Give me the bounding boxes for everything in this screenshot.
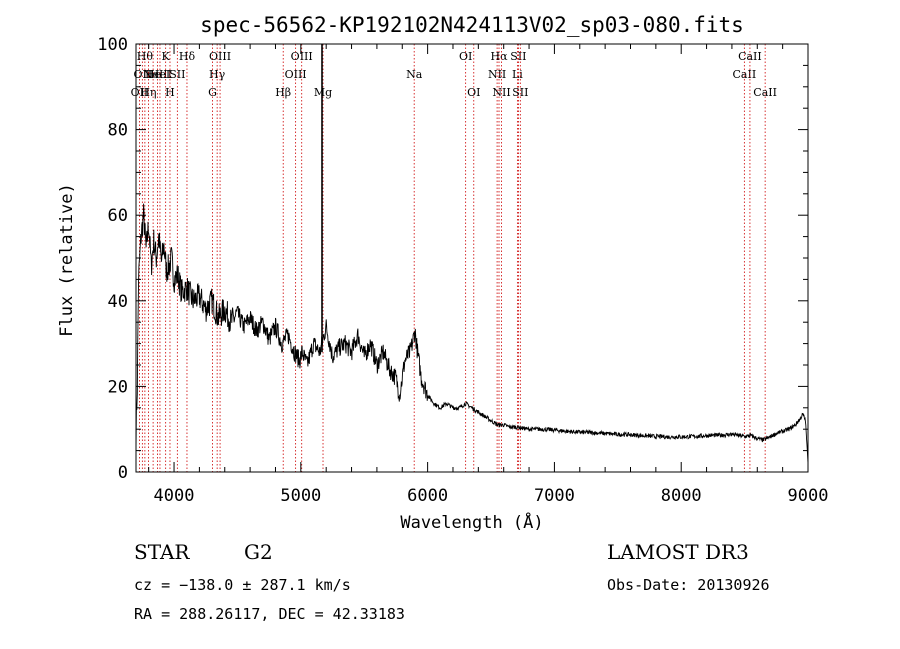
line-label-4: He: [145, 68, 161, 81]
line-label-19: OI: [459, 50, 472, 63]
line-label-22: Hα: [490, 50, 508, 63]
line-label-14: Hβ: [275, 86, 291, 99]
line-label-25: SII: [510, 50, 526, 63]
line-label-0: OII: [131, 86, 149, 99]
line-label-1: OII: [133, 68, 151, 81]
object-class: STAR: [134, 540, 190, 564]
line-label-17: Mg: [314, 86, 332, 99]
line-label-7: K: [162, 50, 171, 63]
line-label-21: NII: [488, 68, 506, 81]
survey-name: LAMOST DR3: [607, 540, 749, 564]
x-tick-label-3: 7000: [534, 486, 575, 506]
line-label-13: OIII: [209, 50, 231, 63]
line-label-26: SII: [512, 86, 528, 99]
line-label-27: CaII: [733, 68, 757, 81]
line-label-24: Li: [512, 68, 523, 81]
spectrum-series: [135, 203, 809, 464]
line-label-15: OIII: [285, 68, 307, 81]
x-tick-label-5: 9000: [788, 486, 829, 506]
redshift-cz: cz = −138.0 ± 287.1 km/s: [134, 576, 351, 594]
chart-title: spec-56562-KP192102N424113V02_sp03-080.f…: [200, 13, 744, 37]
spectrum-line: [135, 203, 809, 464]
line-label-10: Hδ: [179, 50, 196, 63]
line-label-28: CaII: [738, 50, 762, 63]
line-label-18: Na: [406, 68, 423, 81]
y-tick-label-3: 60: [108, 206, 128, 226]
line-label-9: SII: [169, 68, 185, 81]
line-label-6: HeI: [150, 68, 170, 81]
y-tick-label-2: 40: [108, 292, 128, 312]
observation-date: Obs-Date: 20130926: [607, 576, 770, 594]
x-tick-label-2: 6000: [407, 486, 448, 506]
x-tick-label-1: 5000: [280, 486, 321, 506]
line-label-2: Hθ: [137, 50, 154, 63]
line-label-23: NII: [492, 86, 510, 99]
x-tick-label-4: 8000: [661, 486, 702, 506]
line-label-16: OIII: [291, 50, 313, 63]
y-axis-label: Flux (relative): [57, 183, 77, 337]
object-subclass: G2: [244, 540, 273, 564]
line-label-12: Hγ: [209, 68, 226, 81]
line-label-5: NeIII: [143, 68, 172, 81]
y-tick-label-5: 100: [97, 35, 128, 55]
axis-ticks: 4000 5000 6000 7000 8000 9000 0 20 40 60 80 100: [97, 35, 828, 506]
x-tick-label-0: 4000: [154, 486, 195, 506]
y-tick-label-1: 20: [108, 377, 128, 397]
coordinates: RA = 288.26117, DEC = 42.33183: [134, 605, 405, 623]
x-axis-label: Wavelength (Å): [400, 511, 543, 533]
y-tick-label-4: 80: [108, 121, 128, 141]
line-label-11: G: [208, 86, 217, 99]
line-label-8: H: [165, 86, 175, 99]
line-label-3: Hη: [140, 86, 156, 99]
line-label-29: CaII: [753, 86, 777, 99]
y-tick-label-0: 0: [118, 463, 128, 483]
line-label-20: OI: [467, 86, 480, 99]
